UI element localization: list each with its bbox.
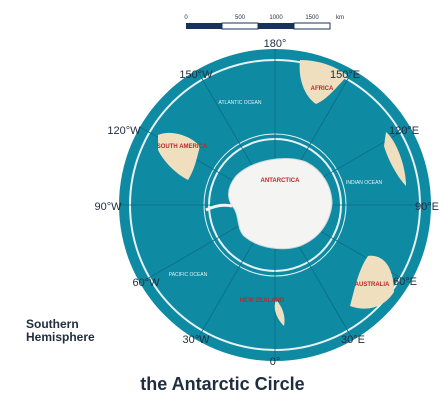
longitude-label: 60°W <box>132 277 160 289</box>
new-zealand-landmass <box>274 300 285 326</box>
africa-landmass <box>299 60 348 104</box>
scale-tick-label: 1500 <box>305 15 319 21</box>
longitude-label: 60°E <box>393 276 417 288</box>
longitude-label: 150°E <box>330 69 360 81</box>
label-antarctica: ANTARCTICA <box>261 178 301 184</box>
antarctic-peninsula <box>205 203 233 212</box>
australia-landmass <box>350 255 394 309</box>
label-indian-ocean: INDIAN OCEAN <box>346 180 383 186</box>
label-pacific-ocean: PACIFIC OCEAN <box>169 272 208 278</box>
scale-tick-label: 500 <box>235 15 246 21</box>
longitude-label: 30°E <box>341 334 365 346</box>
scale-bar: 0 500 1000 1500 km <box>184 15 344 30</box>
madagascar-landmass <box>384 132 406 186</box>
label-new-zealand: NEW ZEALAND <box>240 298 285 304</box>
longitude-label: 180° <box>264 38 287 50</box>
scale-unit: km <box>336 15 344 21</box>
longitude-label: 90°W <box>94 201 122 213</box>
antarctica-landmass <box>228 158 333 250</box>
label-south-america: SOUTH AMERICA <box>157 144 208 150</box>
longitude-label: 150°W <box>179 69 213 81</box>
longitude-label: 90°E <box>415 201 439 213</box>
label-africa: AFRICA <box>311 86 334 92</box>
hemisphere-label: Southern Hemisphere <box>26 317 95 344</box>
scale-segment <box>221 22 259 30</box>
longitude-label: 120°E <box>389 125 419 137</box>
scale-segment <box>186 23 222 29</box>
south-america-landmass <box>158 132 200 180</box>
longitude-label: 0° <box>270 356 281 368</box>
scale-tick-label: 1000 <box>269 15 283 21</box>
label-australia: AUSTRALIA <box>355 282 390 288</box>
label-atlantic-ocean: ATLANTIC OCEAN <box>219 100 262 106</box>
scale-tick-label: 0 <box>184 15 188 21</box>
longitude-label: 30°W <box>182 334 210 346</box>
longitude-label: 120°W <box>107 125 141 137</box>
map-caption: the Antarctic Circle <box>140 374 305 394</box>
scale-segment <box>258 23 294 29</box>
scale-segment <box>293 22 331 30</box>
